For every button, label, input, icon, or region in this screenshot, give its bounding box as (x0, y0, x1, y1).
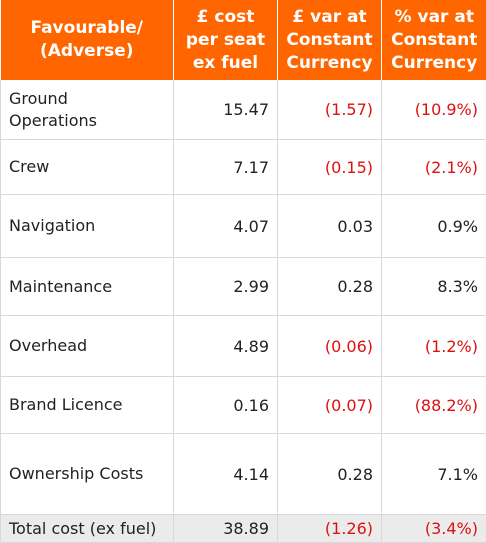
total-cost-cell: 38.89 (174, 515, 278, 543)
table-row: Ground Operations 15.47 (1.57) (10.9%) (1, 80, 486, 140)
gbp-variance-cell: (0.15) (278, 140, 382, 195)
pct-variance-cell: (10.9%) (382, 80, 486, 140)
header-cost-per-seat: £ cost per seat ex fuel (174, 0, 278, 80)
cost-cell: 4.07 (174, 195, 278, 258)
gbp-variance-cell: (0.06) (278, 316, 382, 377)
row-label: Navigation (1, 195, 174, 258)
header-gbp-variance: £ var at Constant Currency (278, 0, 382, 80)
row-label: Crew (1, 140, 174, 195)
gbp-variance-cell: 0.28 (278, 258, 382, 316)
pct-variance-cell: 7.1% (382, 434, 486, 515)
gbp-variance-cell: 0.28 (278, 434, 382, 515)
table-row: Crew 7.17 (0.15) (2.1%) (1, 140, 486, 195)
pct-variance-cell: 0.9% (382, 195, 486, 258)
pct-variance-cell: (2.1%) (382, 140, 486, 195)
row-label: Ground Operations (1, 80, 174, 140)
table-row: Navigation 4.07 0.03 0.9% (1, 195, 486, 258)
pct-variance-cell: 8.3% (382, 258, 486, 316)
cost-cell: 4.89 (174, 316, 278, 377)
header-favourable-adverse: Favourable/ (Adverse) (1, 0, 174, 80)
row-label: Maintenance (1, 258, 174, 316)
total-pct-variance-cell: (3.4%) (382, 515, 486, 543)
row-label: Ownership Costs (1, 434, 174, 515)
row-label: Brand Licence (1, 377, 174, 434)
cost-cell: 2.99 (174, 258, 278, 316)
gbp-variance-cell: (0.07) (278, 377, 382, 434)
header-row: Favourable/ (Adverse) £ cost per seat ex… (1, 0, 486, 80)
gbp-variance-cell: 0.03 (278, 195, 382, 258)
total-label: Total cost (ex fuel) (1, 515, 174, 543)
pct-variance-cell: (1.2%) (382, 316, 486, 377)
table-row: Brand Licence 0.16 (0.07) (88.2%) (1, 377, 486, 434)
cost-cell: 7.17 (174, 140, 278, 195)
pct-variance-cell: (88.2%) (382, 377, 486, 434)
header-pct-variance: % var at Constant Currency (382, 0, 486, 80)
cost-cell: 4.14 (174, 434, 278, 515)
row-label: Overhead (1, 316, 174, 377)
cost-cell: 0.16 (174, 377, 278, 434)
cost-cell: 15.47 (174, 80, 278, 140)
gbp-variance-cell: (1.57) (278, 80, 382, 140)
total-gbp-variance-cell: (1.26) (278, 515, 382, 543)
total-row: Total cost (ex fuel) 38.89 (1.26) (3.4%) (1, 515, 486, 543)
table-row: Maintenance 2.99 0.28 8.3% (1, 258, 486, 316)
table-row: Overhead 4.89 (0.06) (1.2%) (1, 316, 486, 377)
table-row: Ownership Costs 4.14 0.28 7.1% (1, 434, 486, 515)
